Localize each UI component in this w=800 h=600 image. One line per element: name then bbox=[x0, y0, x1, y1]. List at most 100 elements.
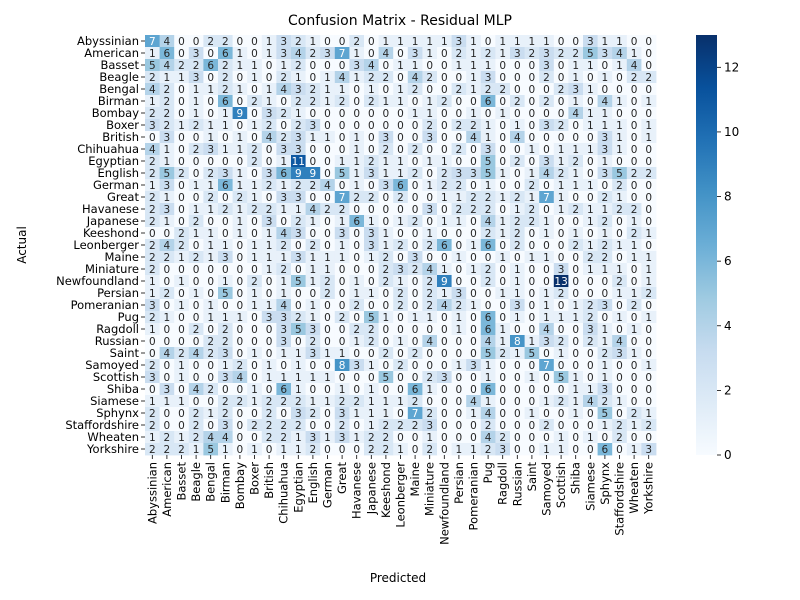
heatmap-cell bbox=[276, 47, 292, 60]
heatmap-cell bbox=[174, 215, 190, 228]
cell-value-label: 6 bbox=[222, 96, 229, 108]
cell-value-label: 1 bbox=[426, 96, 433, 108]
heatmap-cell bbox=[407, 119, 423, 132]
cell-value-label: 0 bbox=[412, 372, 419, 384]
cell-value-label: 2 bbox=[456, 84, 463, 96]
heatmap-cell bbox=[305, 179, 321, 192]
cell-value-label: 0 bbox=[324, 168, 331, 180]
cell-value-label: 3 bbox=[412, 48, 419, 60]
heatmap-cell bbox=[524, 263, 540, 276]
heatmap-cell bbox=[407, 155, 423, 168]
cell-value-label: 0 bbox=[558, 72, 565, 84]
cell-value-label: 1 bbox=[383, 228, 390, 240]
heatmap-cell bbox=[422, 275, 438, 288]
cell-value-label: 1 bbox=[485, 396, 492, 408]
cell-value-label: 0 bbox=[631, 192, 638, 204]
heatmap-cell bbox=[393, 47, 409, 60]
cell-value-label: 0 bbox=[383, 216, 390, 228]
heatmap-cell bbox=[466, 263, 482, 276]
heatmap-cell bbox=[305, 155, 321, 168]
heatmap-cell bbox=[437, 299, 452, 312]
heatmap-cell bbox=[159, 119, 175, 132]
cell-value-label: 2 bbox=[456, 180, 463, 192]
cell-value-label: 0 bbox=[514, 144, 521, 156]
heatmap-cell bbox=[495, 227, 511, 240]
cell-value-label: 4 bbox=[543, 168, 550, 180]
heatmap-cell bbox=[553, 47, 569, 60]
heatmap-cell bbox=[407, 227, 423, 240]
heatmap-cell bbox=[437, 59, 452, 72]
heatmap-cell bbox=[174, 47, 190, 60]
cell-value-label: 0 bbox=[353, 108, 360, 120]
cell-value-label: 0 bbox=[470, 312, 477, 324]
cell-value-label: 3 bbox=[295, 192, 302, 204]
cell-value-label: 2 bbox=[164, 84, 171, 96]
heatmap-cell bbox=[276, 215, 292, 228]
heatmap-cell bbox=[232, 107, 248, 120]
cell-value-label: 0 bbox=[543, 240, 550, 252]
heatmap-cell bbox=[159, 143, 175, 156]
cell-value-label: 1 bbox=[164, 396, 171, 408]
cell-value-label: 1 bbox=[470, 300, 477, 312]
heatmap-cell bbox=[524, 119, 540, 132]
cell-value-label: 0 bbox=[558, 60, 565, 72]
cell-value-label: 1 bbox=[310, 132, 317, 144]
cell-value-label: 0 bbox=[645, 36, 652, 48]
heatmap-cell bbox=[597, 143, 613, 156]
cell-value-label: 1 bbox=[368, 84, 375, 96]
cell-value-label: 2 bbox=[368, 72, 375, 84]
cell-value-label: 0 bbox=[470, 276, 477, 288]
heatmap-cell bbox=[612, 83, 628, 96]
cell-value-label: 0 bbox=[441, 432, 448, 444]
heatmap-cell bbox=[218, 215, 233, 228]
cell-value-label: 0 bbox=[207, 360, 214, 372]
cell-value-label: 0 bbox=[485, 288, 492, 300]
cell-value-label: 1 bbox=[572, 408, 579, 420]
heatmap-cell bbox=[159, 59, 175, 72]
cell-value-label: 2 bbox=[310, 240, 317, 252]
cell-value-label: 1 bbox=[616, 144, 623, 156]
cell-value-label: 3 bbox=[295, 144, 302, 156]
colorbar-tick-label: 0 bbox=[724, 448, 732, 462]
heatmap-cell bbox=[480, 155, 496, 168]
cell-value-label: 2 bbox=[266, 120, 273, 132]
cell-value-label: 4 bbox=[310, 204, 317, 216]
heatmap-cell bbox=[524, 251, 540, 264]
heatmap-cell bbox=[145, 155, 160, 168]
cell-value-label: 1 bbox=[251, 192, 258, 204]
cell-value-label: 0 bbox=[266, 336, 273, 348]
cell-value-label: 1 bbox=[529, 36, 536, 48]
cell-value-label: 3 bbox=[222, 372, 229, 384]
cell-value-label: 1 bbox=[499, 108, 506, 120]
heatmap-cell bbox=[480, 227, 496, 240]
cell-value-label: 2 bbox=[310, 180, 317, 192]
cell-value-label: 1 bbox=[587, 264, 594, 276]
cell-value-label: 0 bbox=[441, 120, 448, 132]
cell-value-label: 0 bbox=[178, 288, 185, 300]
cell-value-label: 0 bbox=[558, 240, 565, 252]
cell-value-label: 2 bbox=[558, 336, 565, 348]
heatmap-cell bbox=[422, 191, 438, 204]
cell-value-label: 0 bbox=[178, 84, 185, 96]
heatmap-cell bbox=[510, 107, 525, 120]
cell-value-label: 1 bbox=[353, 336, 360, 348]
cell-value-label: 2 bbox=[295, 396, 302, 408]
cell-value-label: 0 bbox=[514, 324, 521, 336]
cell-value-label: 0 bbox=[339, 300, 346, 312]
cell-value-label: 1 bbox=[383, 408, 390, 420]
heatmap-cell bbox=[393, 71, 409, 84]
cell-value-label: 1 bbox=[222, 444, 229, 456]
heatmap-cell bbox=[334, 143, 350, 156]
cell-value-label: 1 bbox=[368, 420, 375, 432]
cell-value-label: 1 bbox=[616, 240, 623, 252]
cell-value-label: 5 bbox=[383, 372, 390, 384]
heatmap-cell bbox=[145, 191, 160, 204]
cell-value-label: 0 bbox=[441, 84, 448, 96]
heatmap-cell bbox=[291, 251, 306, 264]
cell-value-label: 2 bbox=[353, 300, 360, 312]
heatmap-cell bbox=[174, 263, 190, 276]
cell-value-label: 1 bbox=[310, 276, 317, 288]
heatmap-cell bbox=[393, 83, 409, 96]
cell-value-label: 1 bbox=[251, 384, 258, 396]
cell-value-label: 0 bbox=[339, 108, 346, 120]
